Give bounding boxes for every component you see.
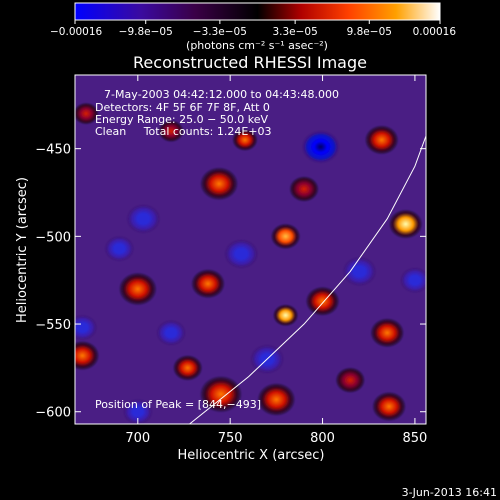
colorbar-tick-label: 3.3e−05 (272, 26, 317, 38)
plot-frame (74, 74, 427, 425)
plot-area (74, 74, 427, 425)
x-axis-ticks: 700 750 800 850 (125, 75, 427, 446)
y-axis-ticks: −450 −500 −550 −600 (35, 143, 426, 421)
y-tick-label: −550 (35, 318, 71, 333)
negative-blob (104, 235, 135, 262)
peak-position-label: Position of Peak = [844,−493] (95, 398, 261, 411)
emission-blob (370, 318, 405, 348)
info-time-range: 7‑May‑2003 04:42:12.000 to 04:43:48.000 (104, 88, 339, 101)
colorbar-tick-label: −0.00016 (50, 26, 103, 38)
x-tick-label: 700 (125, 431, 150, 446)
y-tick-label: −600 (35, 406, 71, 421)
emission-blob (257, 382, 296, 417)
colorbar-units-label: (photons cm⁻² s⁻¹ asec⁻²) (186, 39, 328, 52)
negative-blob (342, 256, 377, 287)
generation-timestamp: 3‑Jun‑2013 16:41 (402, 486, 497, 499)
heatmap-image (75, 102, 426, 424)
emission-blob (272, 304, 299, 327)
emission-blob (289, 176, 319, 202)
x-tick-label: 800 (310, 431, 335, 446)
emission-blob (191, 268, 226, 299)
emission-blob (270, 223, 301, 250)
colorbar-tick-label: 9.8e−05 (347, 26, 392, 38)
emission-blob (75, 102, 99, 125)
emission-blob (172, 354, 203, 381)
negative-blob (224, 239, 259, 269)
negative-blob (75, 314, 98, 341)
negative-blob (400, 267, 426, 294)
colorbar: −0.00016 −9.8e−05 −3.3e−05 3.3e−05 9.8e−05 0.… (50, 2, 456, 52)
x-axis-label: Heliocentric X (arcsec) (178, 448, 325, 463)
emission-blob (364, 125, 399, 155)
emission-blob (199, 167, 239, 201)
x-tick-label: 850 (403, 431, 428, 446)
y-tick-label: −450 (35, 143, 71, 158)
chart-title: Reconstructed RHESSI Image (133, 53, 367, 72)
colorbar-tick-label: 0.00016 (413, 26, 457, 38)
info-clean-counts: Clean Total counts: 1.24E+03 (95, 125, 272, 138)
emission-blob (335, 367, 366, 394)
emission-blob (372, 391, 407, 422)
solar-limb-curve (189, 134, 426, 424)
info-energy-range: Energy Range: 25.0 − 50.0 keV (95, 113, 269, 126)
colorbar-ticks: −0.00016 −9.8e−05 −3.3e−05 3.3e−05 9.8e−05 0.… (50, 20, 456, 38)
emission-blob (118, 272, 157, 306)
y-tick-label: −500 (35, 230, 71, 245)
info-detectors: Detectors: 4F 5F 6F 7F 8F, Att 0 (95, 101, 270, 114)
emission-blob (232, 128, 258, 151)
colorbar-tick-label: −9.8e−05 (119, 26, 173, 38)
emission-blob (199, 375, 243, 413)
emission-blob (388, 209, 423, 239)
negative-blob (301, 130, 340, 164)
negative-blob (126, 204, 161, 234)
observation-info: 7‑May‑2003 04:42:12.000 to 04:43:48.000 … (95, 88, 339, 411)
colorbar-gradient (74, 2, 441, 21)
negative-blob (122, 398, 153, 424)
emission-blob (158, 120, 184, 143)
y-axis-label: Heliocentric Y (arcsec) (15, 177, 30, 323)
colorbar-tick-label: −3.3e−05 (193, 26, 247, 38)
emission-blob (305, 286, 340, 317)
negative-blob (156, 319, 186, 346)
emission-blob (75, 340, 100, 371)
x-tick-label: 750 (218, 431, 243, 446)
